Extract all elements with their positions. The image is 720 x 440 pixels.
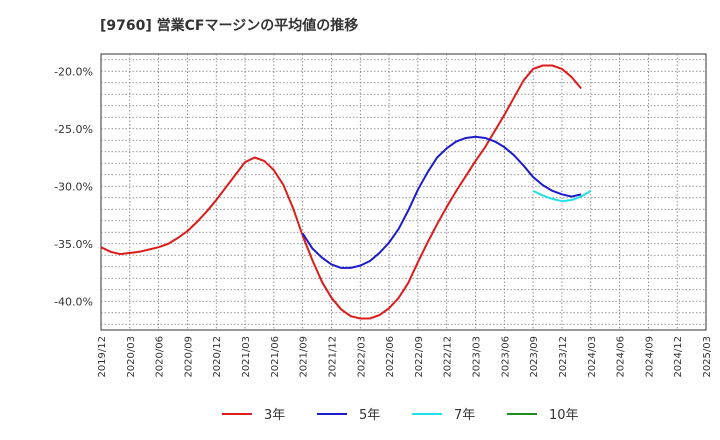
y-tick-label: -35.0% (54, 238, 93, 251)
chart-title: [9760] 営業CFマージンの平均値の推移 (100, 17, 358, 34)
series-group (100, 64, 592, 320)
y-tick-label: -25.0% (54, 123, 93, 136)
x-tick-label: 2019/12 (97, 336, 108, 378)
series-line-7年 (532, 189, 592, 203)
x-axis: 2019/12 2020/03 2020/06 2020/09 2020/12 2021/… (97, 336, 713, 378)
series-line-3年 (100, 64, 582, 320)
legend-label: 7年 (454, 408, 475, 423)
x-tick-label: 2022/12 (443, 336, 454, 378)
legend-label: 5年 (359, 408, 380, 423)
x-tick-label: 2022/06 (385, 336, 396, 378)
x-tick-label: 2021/09 (299, 336, 310, 378)
x-tick-label: 2024/12 (673, 336, 684, 378)
x-tick-label: 2021/06 (270, 336, 281, 378)
y-tick-label: -40.0% (54, 295, 93, 308)
x-tick-label: 2023/03 (472, 336, 483, 378)
series-line-5年 (301, 135, 582, 269)
x-tick-label: 2023/12 (558, 336, 569, 378)
x-tick-label: 2024/09 (644, 336, 655, 378)
x-tick-label: 2022/09 (414, 336, 425, 378)
x-tick-label: 2021/12 (327, 336, 338, 378)
x-tick-label: 2020/03 (126, 336, 137, 378)
y-tick-label: -20.0% (54, 65, 93, 78)
legend-label: 3年 (264, 408, 285, 423)
grid (101, 54, 706, 330)
x-tick-label: 2023/06 (500, 336, 511, 378)
x-tick-label: 2023/09 (529, 336, 540, 378)
x-tick-label: 2021/03 (241, 336, 252, 378)
x-tick-label: 2020/09 (183, 336, 194, 378)
x-tick-label: 2022/03 (356, 336, 367, 378)
x-tick-label: 2024/03 (587, 336, 598, 378)
y-axis: -20.0% -25.0% -30.0% -35.0% -40.0% (54, 65, 93, 308)
x-tick-label: 2020/06 (155, 336, 166, 378)
x-tick-label: 2020/12 (212, 336, 223, 378)
legend: 3年 5年 7年 10年 (222, 408, 579, 423)
legend-label: 10年 (549, 408, 579, 423)
x-tick-label: 2024/06 (616, 336, 627, 378)
y-tick-label: -30.0% (54, 180, 93, 193)
plot-area (100, 53, 707, 331)
x-tick-label: 2025/03 (702, 336, 713, 378)
